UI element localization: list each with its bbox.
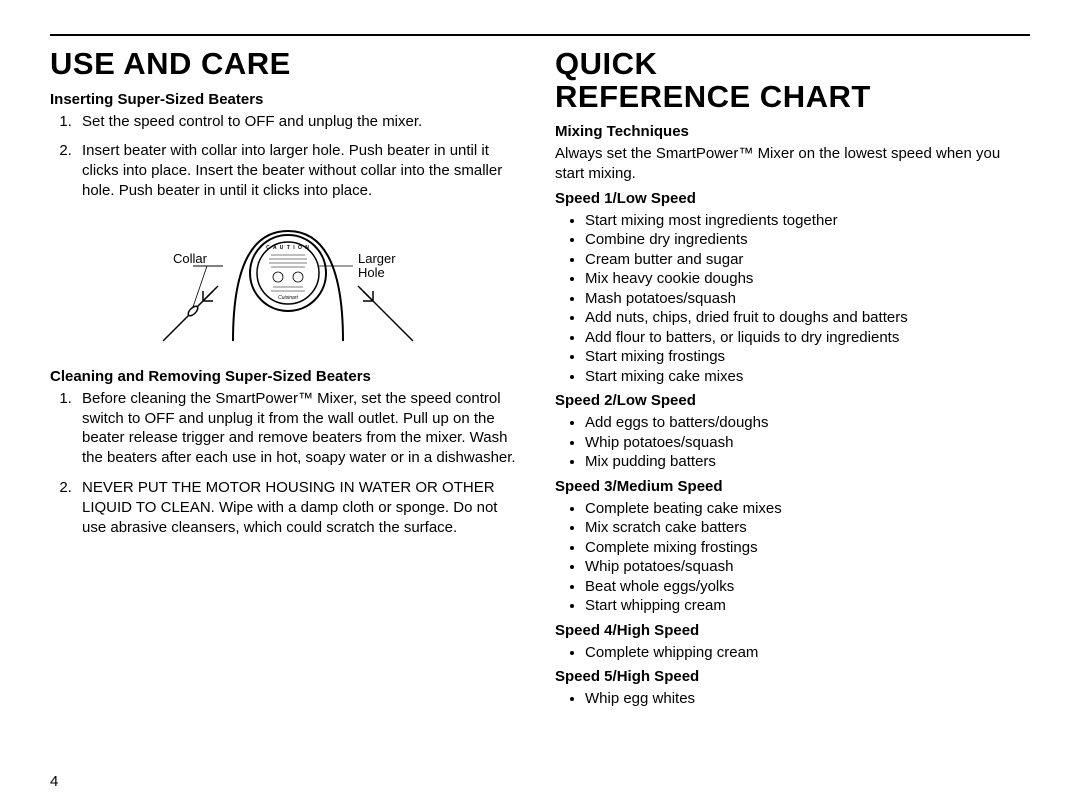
use-and-care-heading: USE AND CARE bbox=[50, 48, 525, 81]
clean-step-2: NEVER PUT THE MOTOR HOUSING IN WATER OR … bbox=[76, 478, 525, 537]
mixing-intro: Always set the SmartPower™ Mixer on the … bbox=[555, 144, 1030, 184]
list-item: Whip potatoes/squash bbox=[585, 557, 1030, 577]
list-item: Mash potatoes/squash bbox=[585, 289, 1030, 309]
speed5-list: Whip egg whites bbox=[555, 689, 1030, 709]
speed2-list: Add eggs to batters/doughsWhip potatoes/… bbox=[555, 413, 1030, 472]
heading-line2: REFERENCE CHART bbox=[555, 79, 871, 114]
page-number: 4 bbox=[50, 773, 58, 790]
step-1: Set the speed control to OFF and unplug … bbox=[76, 112, 525, 132]
list-item: Start mixing most ingredients together bbox=[585, 211, 1030, 231]
list-item: Mix pudding batters bbox=[585, 452, 1030, 472]
inserting-beaters-subhead: Inserting Super-Sized Beaters bbox=[50, 91, 525, 108]
collar-label: Collar bbox=[173, 251, 208, 266]
heading-line1: QUICK bbox=[555, 46, 657, 81]
list-item: Beat whole eggs/yolks bbox=[585, 577, 1030, 597]
list-item: Mix scratch cake batters bbox=[585, 518, 1030, 538]
speed1-title: Speed 1/Low Speed bbox=[555, 190, 1030, 207]
speed3-list: Complete beating cake mixesMix scratch c… bbox=[555, 499, 1030, 616]
clean-step-1: Before cleaning the SmartPower™ Mixer, s… bbox=[76, 389, 525, 468]
beater-diagram: C A U T I O N Cuisinart bbox=[50, 211, 525, 356]
inserting-beaters-steps: Set the speed control to OFF and unplug … bbox=[50, 112, 525, 201]
list-item: Whip potatoes/squash bbox=[585, 433, 1030, 453]
top-rule bbox=[50, 34, 1030, 36]
right-column: QUICK REFERENCE CHART Mixing Techniques … bbox=[555, 48, 1030, 715]
list-item: Add flour to batters, or liquids to dry … bbox=[585, 328, 1030, 348]
speed2-title: Speed 2/Low Speed bbox=[555, 392, 1030, 409]
speed5-title: Speed 5/High Speed bbox=[555, 668, 1030, 685]
list-item: Complete whipping cream bbox=[585, 643, 1030, 663]
list-item: Mix heavy cookie doughs bbox=[585, 269, 1030, 289]
list-item: Start mixing frostings bbox=[585, 347, 1030, 367]
list-item: Whip egg whites bbox=[585, 689, 1030, 709]
step-2: Insert beater with collar into larger ho… bbox=[76, 141, 525, 200]
cleaning-steps: Before cleaning the SmartPower™ Mixer, s… bbox=[50, 389, 525, 538]
list-item: Combine dry ingredients bbox=[585, 230, 1030, 250]
svg-text:Cuisinart: Cuisinart bbox=[278, 295, 298, 301]
quick-reference-heading: QUICK REFERENCE CHART bbox=[555, 48, 1030, 113]
list-item: Cream butter and sugar bbox=[585, 250, 1030, 270]
list-item: Add nuts, chips, dried fruit to doughs a… bbox=[585, 308, 1030, 328]
list-item: Complete beating cake mixes bbox=[585, 499, 1030, 519]
list-item: Start mixing cake mixes bbox=[585, 367, 1030, 387]
larger-label: Larger bbox=[358, 251, 396, 266]
mixing-techniques-subhead: Mixing Techniques bbox=[555, 123, 1030, 140]
cleaning-subhead: Cleaning and Removing Super-Sized Beater… bbox=[50, 368, 525, 385]
hole-label: Hole bbox=[358, 265, 385, 280]
speed3-title: Speed 3/Medium Speed bbox=[555, 478, 1030, 495]
speed1-list: Start mixing most ingredients togetherCo… bbox=[555, 211, 1030, 387]
speed4-title: Speed 4/High Speed bbox=[555, 622, 1030, 639]
list-item: Start whipping cream bbox=[585, 596, 1030, 616]
speed4-list: Complete whipping cream bbox=[555, 643, 1030, 663]
left-column: USE AND CARE Inserting Super-Sized Beate… bbox=[50, 48, 525, 715]
list-item: Complete mixing frostings bbox=[585, 538, 1030, 558]
svg-text:C A U T I O N: C A U T I O N bbox=[266, 245, 310, 251]
list-item: Add eggs to batters/doughs bbox=[585, 413, 1030, 433]
